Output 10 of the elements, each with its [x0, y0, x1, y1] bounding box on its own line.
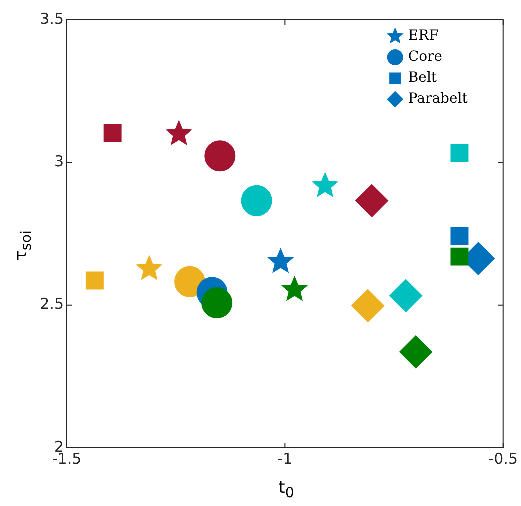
- y-tick-label: 3: [54, 152, 64, 171]
- y-tick-label: 2.5: [40, 295, 64, 314]
- legend-label: ERF: [408, 28, 440, 44]
- legend-label: Core: [408, 49, 442, 66]
- x-axis-title: t$_{0}$: [278, 478, 296, 502]
- x-tick-label: -0.5: [488, 450, 518, 468]
- x-tick-label: -1: [278, 450, 293, 468]
- y-tick-label: 3.5: [40, 10, 64, 28]
- legend-label: Parabelt: [408, 91, 468, 108]
- legend-label: Belt: [408, 70, 438, 86]
